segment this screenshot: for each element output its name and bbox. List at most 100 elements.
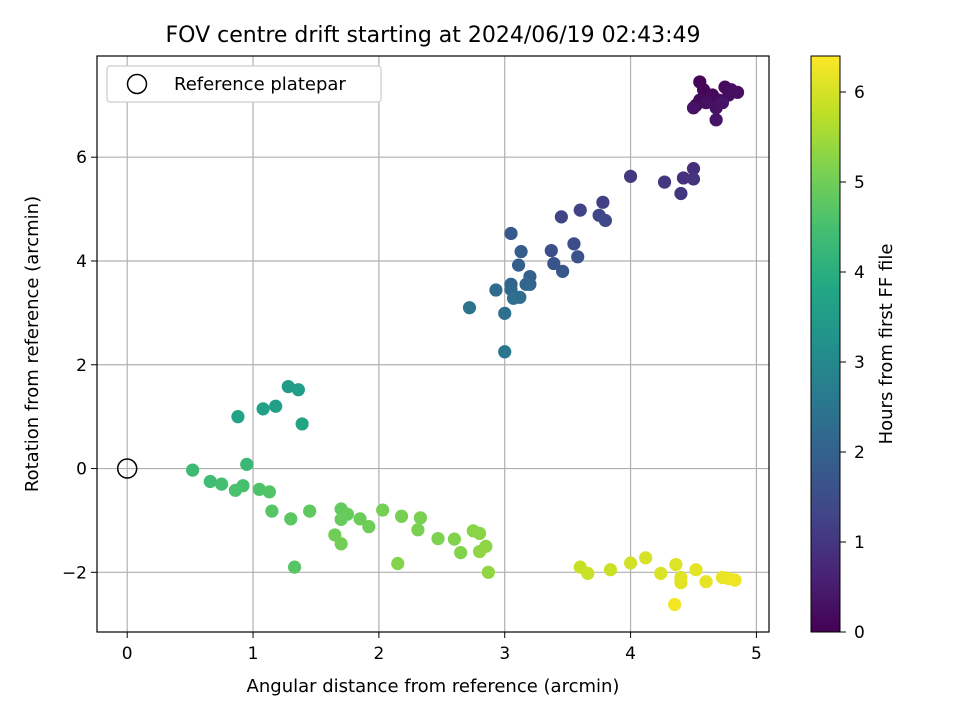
colorbar-tick-label: 6 [854,83,865,103]
colorbar-tick-label: 3 [854,353,865,373]
data-point [411,523,425,537]
data-point [657,175,672,189]
data-point [391,556,405,571]
y-tick-label: 2 [76,356,87,376]
data-point [639,551,653,565]
data-point [394,509,409,523]
x-tick-label: 2 [373,644,384,664]
data-point [573,203,587,217]
y-tick-label: 6 [76,148,87,168]
legend-label-reference: Reference platepar [174,74,346,95]
data-point [728,573,742,587]
data-point [472,526,487,541]
x-tick-label: 4 [625,644,636,664]
data-point [571,250,585,264]
data-point [231,410,245,424]
data-point [686,162,701,176]
y-tick-label: −2 [62,563,87,583]
data-point [481,565,495,579]
colorbar-tick-label: 0 [854,623,865,643]
data-point [462,301,477,315]
data-point [519,277,533,291]
data-point [596,195,610,209]
data-point [228,483,243,497]
data-point [547,256,561,271]
legend-marker-reference [126,73,148,95]
data-point [353,512,367,526]
data-point [654,566,668,580]
data-point [506,291,521,305]
data-point [362,520,376,534]
colorbar-label: Hours from first FF file [876,244,897,445]
data-point [689,563,703,577]
reference-platepar-marker [116,458,138,479]
data-point [514,245,528,259]
colorbar-gradient [810,55,841,633]
data-point [674,576,688,590]
data-point [203,474,217,489]
y-tick-label: 0 [76,460,87,480]
plot-background [97,56,769,632]
colorbar-tick-label: 5 [854,173,865,193]
data-point [730,85,745,99]
data-point [676,171,691,185]
plot-frame [96,55,770,633]
data-point [489,283,503,297]
data-point [291,383,305,397]
data-point [472,544,487,559]
data-point [669,557,683,572]
data-point [284,512,298,526]
data-point [214,477,229,491]
data-point [715,96,730,110]
data-point [686,101,701,115]
data-point [265,504,279,518]
data-point [556,264,570,278]
data-point [252,482,266,496]
grid-lines [97,56,769,632]
data-point [603,563,618,577]
data-point [454,546,468,560]
x-tick-label: 1 [248,644,259,664]
legend-box [106,65,382,103]
data-point [262,485,277,499]
data-point [334,537,348,551]
data-point [498,345,512,359]
data-point [186,463,200,477]
data-point [686,172,701,186]
data-point [623,556,638,570]
colorbar-tick-label: 2 [854,443,865,463]
x-axis: 0 1 2 3 4 5 [122,632,762,664]
data-point [699,575,713,589]
data-point [287,560,302,574]
data-point [623,169,638,183]
data-point [413,511,428,525]
data-point [498,306,512,320]
data-point [674,186,688,201]
chart-title: FOV centre drift starting at 2024/06/19 … [166,23,701,48]
data-point [295,417,309,431]
reference-point [116,458,138,479]
x-tick-label: 5 [751,644,762,664]
data-point [281,379,295,394]
data-point [431,531,445,546]
data-point [447,532,461,546]
x-tick-label: 3 [499,644,510,664]
data-point [699,96,713,110]
colorbar: 0 1 2 3 4 5 6 Hours from first FF file [810,55,897,643]
data-point [709,113,723,127]
y-axis: −2 0 2 4 6 [62,148,97,583]
data-point [668,597,682,612]
data-point [256,402,270,416]
y-axis-label: Rotation from reference (arcmin) [22,196,43,492]
data-point [511,258,526,272]
data-points [186,75,745,612]
data-point [303,504,317,518]
plot-area [96,55,770,633]
x-axis-label: Angular distance from reference (arcmin) [247,676,620,697]
x-tick-label: 0 [122,644,133,664]
data-point [581,566,595,580]
colorbar-ticks: 0 1 2 3 4 5 6 [840,83,865,643]
data-point [554,210,568,224]
data-point [334,512,348,526]
